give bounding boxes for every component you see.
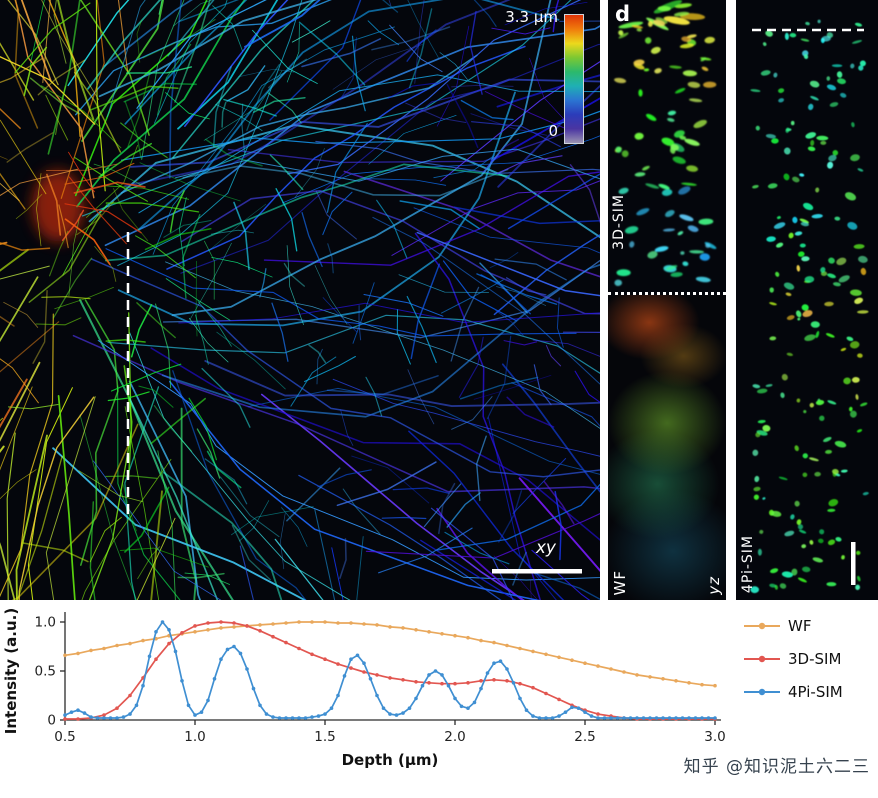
intensity-depth-chart: 0 0.5 1.0 0.5 1.0 1.5 2.0 2.5 3.0 Depth (μm) Inten… <box>0 600 878 798</box>
y-tick-label: 1.0 <box>35 615 56 631</box>
dotted-divider <box>608 292 726 295</box>
x-tick-label: 1.0 <box>184 729 205 745</box>
method-label-4pi-sim: 4Pi-SIM <box>740 534 756 593</box>
y-tick-label: 0.5 <box>35 664 56 680</box>
plane-label-yz: yz <box>705 576 723 595</box>
panel-xy-depth-image: 3.3 μm 0 xy <box>0 0 600 600</box>
series-markers-WF <box>63 620 717 688</box>
legend: WF 3D-SIM 4Pi-SIM <box>744 617 843 701</box>
plane-label-xy: xy <box>535 538 556 558</box>
series-markers-4Pi-SIM <box>63 620 717 720</box>
legend-label: 3D-SIM <box>788 650 841 668</box>
y-tick-label: 0 <box>47 713 56 729</box>
method-label-3d-sim: 3D-SIM <box>611 194 627 250</box>
panel-4pi-sim: 4Pi-SIM <box>736 0 878 600</box>
colorbar-max-label: 3.3 μm <box>505 8 558 26</box>
x-tick-label: 0.5 <box>54 729 75 745</box>
x-tick-label: 1.5 <box>314 729 335 745</box>
watermark: 知乎 @知识泥土六二三 <box>683 757 870 777</box>
x-axis-label: Depth (μm) <box>342 751 439 769</box>
chart-axes <box>60 612 721 725</box>
scale-bar-4pi <box>851 542 856 585</box>
x-tick-label: 2.0 <box>444 729 465 745</box>
depth-colorbar <box>564 14 584 144</box>
colorbar-min-label: 0 <box>548 122 558 140</box>
sim3d-cross-section-image <box>614 0 717 287</box>
wf-cross-section-image <box>608 295 726 600</box>
scale-bar-xy <box>492 569 582 574</box>
sim3d-blob-field <box>614 0 717 287</box>
pi4-blob-field <box>750 19 869 594</box>
method-label-wf: WF <box>611 569 629 595</box>
panel-label-d: d <box>615 2 631 26</box>
panel-yz-cross-section: d 3D-SIM WF yz <box>608 0 726 600</box>
x-tick-label: 2.5 <box>574 729 595 745</box>
legend-label: WF <box>788 617 811 635</box>
pi4-cross-section-image <box>750 19 869 594</box>
filament-network <box>0 0 600 600</box>
xy-microscopy-image <box>0 0 600 600</box>
y-axis-label: Intensity (a.u.) <box>2 608 20 734</box>
legend-label: 4Pi-SIM <box>788 683 843 701</box>
x-tick-label: 3.0 <box>704 729 725 745</box>
